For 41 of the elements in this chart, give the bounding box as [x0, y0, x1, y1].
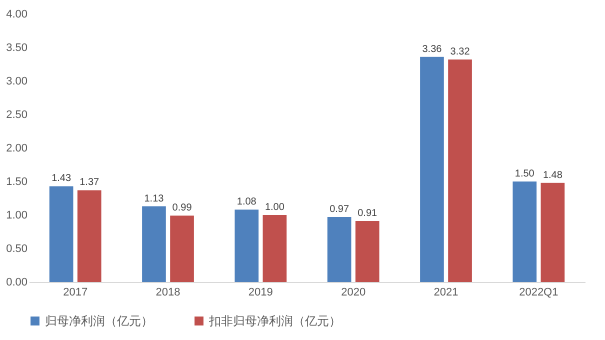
x-tick-label: 2020	[341, 286, 366, 298]
y-tick-label: 3.00	[6, 76, 28, 88]
x-tick-label: 2022Q1	[519, 286, 558, 298]
bar	[142, 206, 166, 282]
y-tick-label: 0.00	[6, 276, 28, 288]
y-tick-label: 1.50	[6, 176, 28, 188]
bar	[512, 182, 537, 282]
bar	[327, 217, 352, 282]
y-tick-label: 2.00	[6, 142, 28, 154]
data-label: 3.36	[422, 44, 442, 55]
y-tick-label: 1.00	[6, 210, 28, 222]
x-tick-label: 2021	[434, 286, 458, 298]
data-label: 1.08	[236, 196, 257, 208]
data-label: 1.00	[264, 202, 285, 213]
bar	[77, 190, 102, 282]
bar	[420, 56, 444, 282]
bar	[170, 216, 194, 282]
data-label: 0.97	[330, 204, 350, 216]
y-tick-label: 2.50	[6, 109, 28, 121]
x-tick-label: 2018	[156, 286, 180, 298]
y-tick-label: 4.00	[6, 8, 28, 20]
data-label: 1.43	[52, 173, 72, 184]
bar	[448, 60, 472, 282]
bar	[355, 221, 380, 282]
data-label: 0.91	[358, 208, 378, 220]
data-label: 0.99	[172, 202, 192, 214]
x-tick-label: 2019	[248, 286, 273, 298]
data-label: 1.13	[144, 193, 164, 204]
legend-label: 扣非归母净利润（亿元）	[208, 314, 341, 328]
bar	[49, 186, 74, 282]
x-tick-label: 2017	[63, 286, 88, 298]
data-label: 3.32	[450, 46, 470, 58]
y-tick-label: 3.50	[6, 42, 28, 54]
bar	[234, 210, 259, 282]
data-label: 1.50	[514, 168, 535, 180]
bar	[262, 215, 287, 282]
y-tick-label: 0.50	[6, 243, 28, 255]
legend-label: 归母净利润（亿元）	[45, 314, 153, 328]
bar	[540, 182, 565, 282]
data-label: 1.37	[80, 177, 100, 188]
data-label: 1.48	[542, 170, 563, 181]
